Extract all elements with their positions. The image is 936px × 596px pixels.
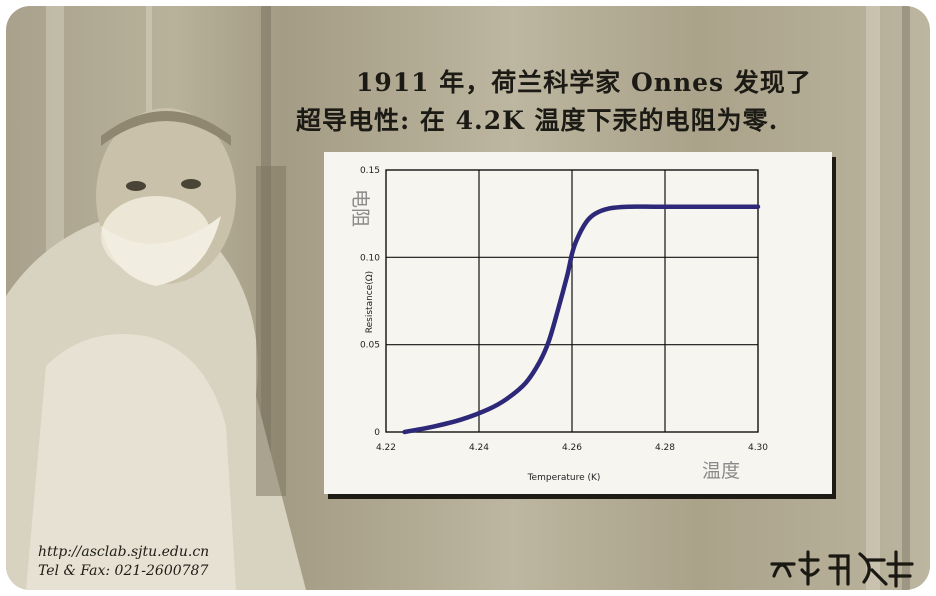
calligraphy-seal (768, 546, 918, 590)
chart-panel: 4.22 4.24 4.26 4.28 4.30 0 0.05 0.10 0.15 Temper… (324, 152, 832, 494)
y-axis-label: Resistance(Ω) (365, 271, 375, 333)
caption-line-1: 1911 年，荷兰科学家 Onnes 发现了 (356, 68, 812, 97)
caption-heading: 1911 年，荷兰科学家 Onnes 发现了 超导电性: 在 4.2K 温度下汞… (296, 64, 836, 140)
x-axis-label: Temperature (K) (527, 473, 601, 483)
y-tick-label: 0.10 (360, 253, 380, 263)
y-tick-label: 0.15 (360, 166, 380, 176)
resistance-temperature-chart: 4.22 4.24 4.26 4.28 4.30 0 0.05 0.10 0.15 Temper… (349, 166, 768, 483)
x-tick-label: 4.22 (376, 443, 396, 453)
x-tick-label: 4.28 (655, 443, 675, 453)
footer-tel: Tel & Fax: 021-2600787 (38, 563, 209, 579)
background-streak (902, 6, 910, 590)
phone-card: 1911 年，荷兰科学家 Onnes 发现了 超导电性: 在 4.2K 温度下汞… (6, 6, 930, 590)
y-axis-label-cn: 电阻 (349, 189, 371, 227)
x-axis-label-cn: 温度 (702, 460, 740, 482)
x-tick-label: 4.30 (748, 443, 768, 453)
x-tick-label: 4.26 (562, 443, 582, 453)
resistance-curve (402, 204, 761, 435)
background-streak (866, 6, 880, 590)
portrait-photo (6, 108, 306, 590)
y-tick-label: 0.05 (360, 341, 380, 351)
caption-line-2: 超导电性: 在 4.2K 温度下汞的电阻为零. (296, 106, 779, 135)
x-tick-label: 4.24 (469, 443, 489, 453)
footer-url: http://asclab.sjtu.edu.cn (38, 544, 210, 560)
calligraphy-mark (770, 550, 914, 588)
y-tick-label: 0 (374, 428, 380, 438)
